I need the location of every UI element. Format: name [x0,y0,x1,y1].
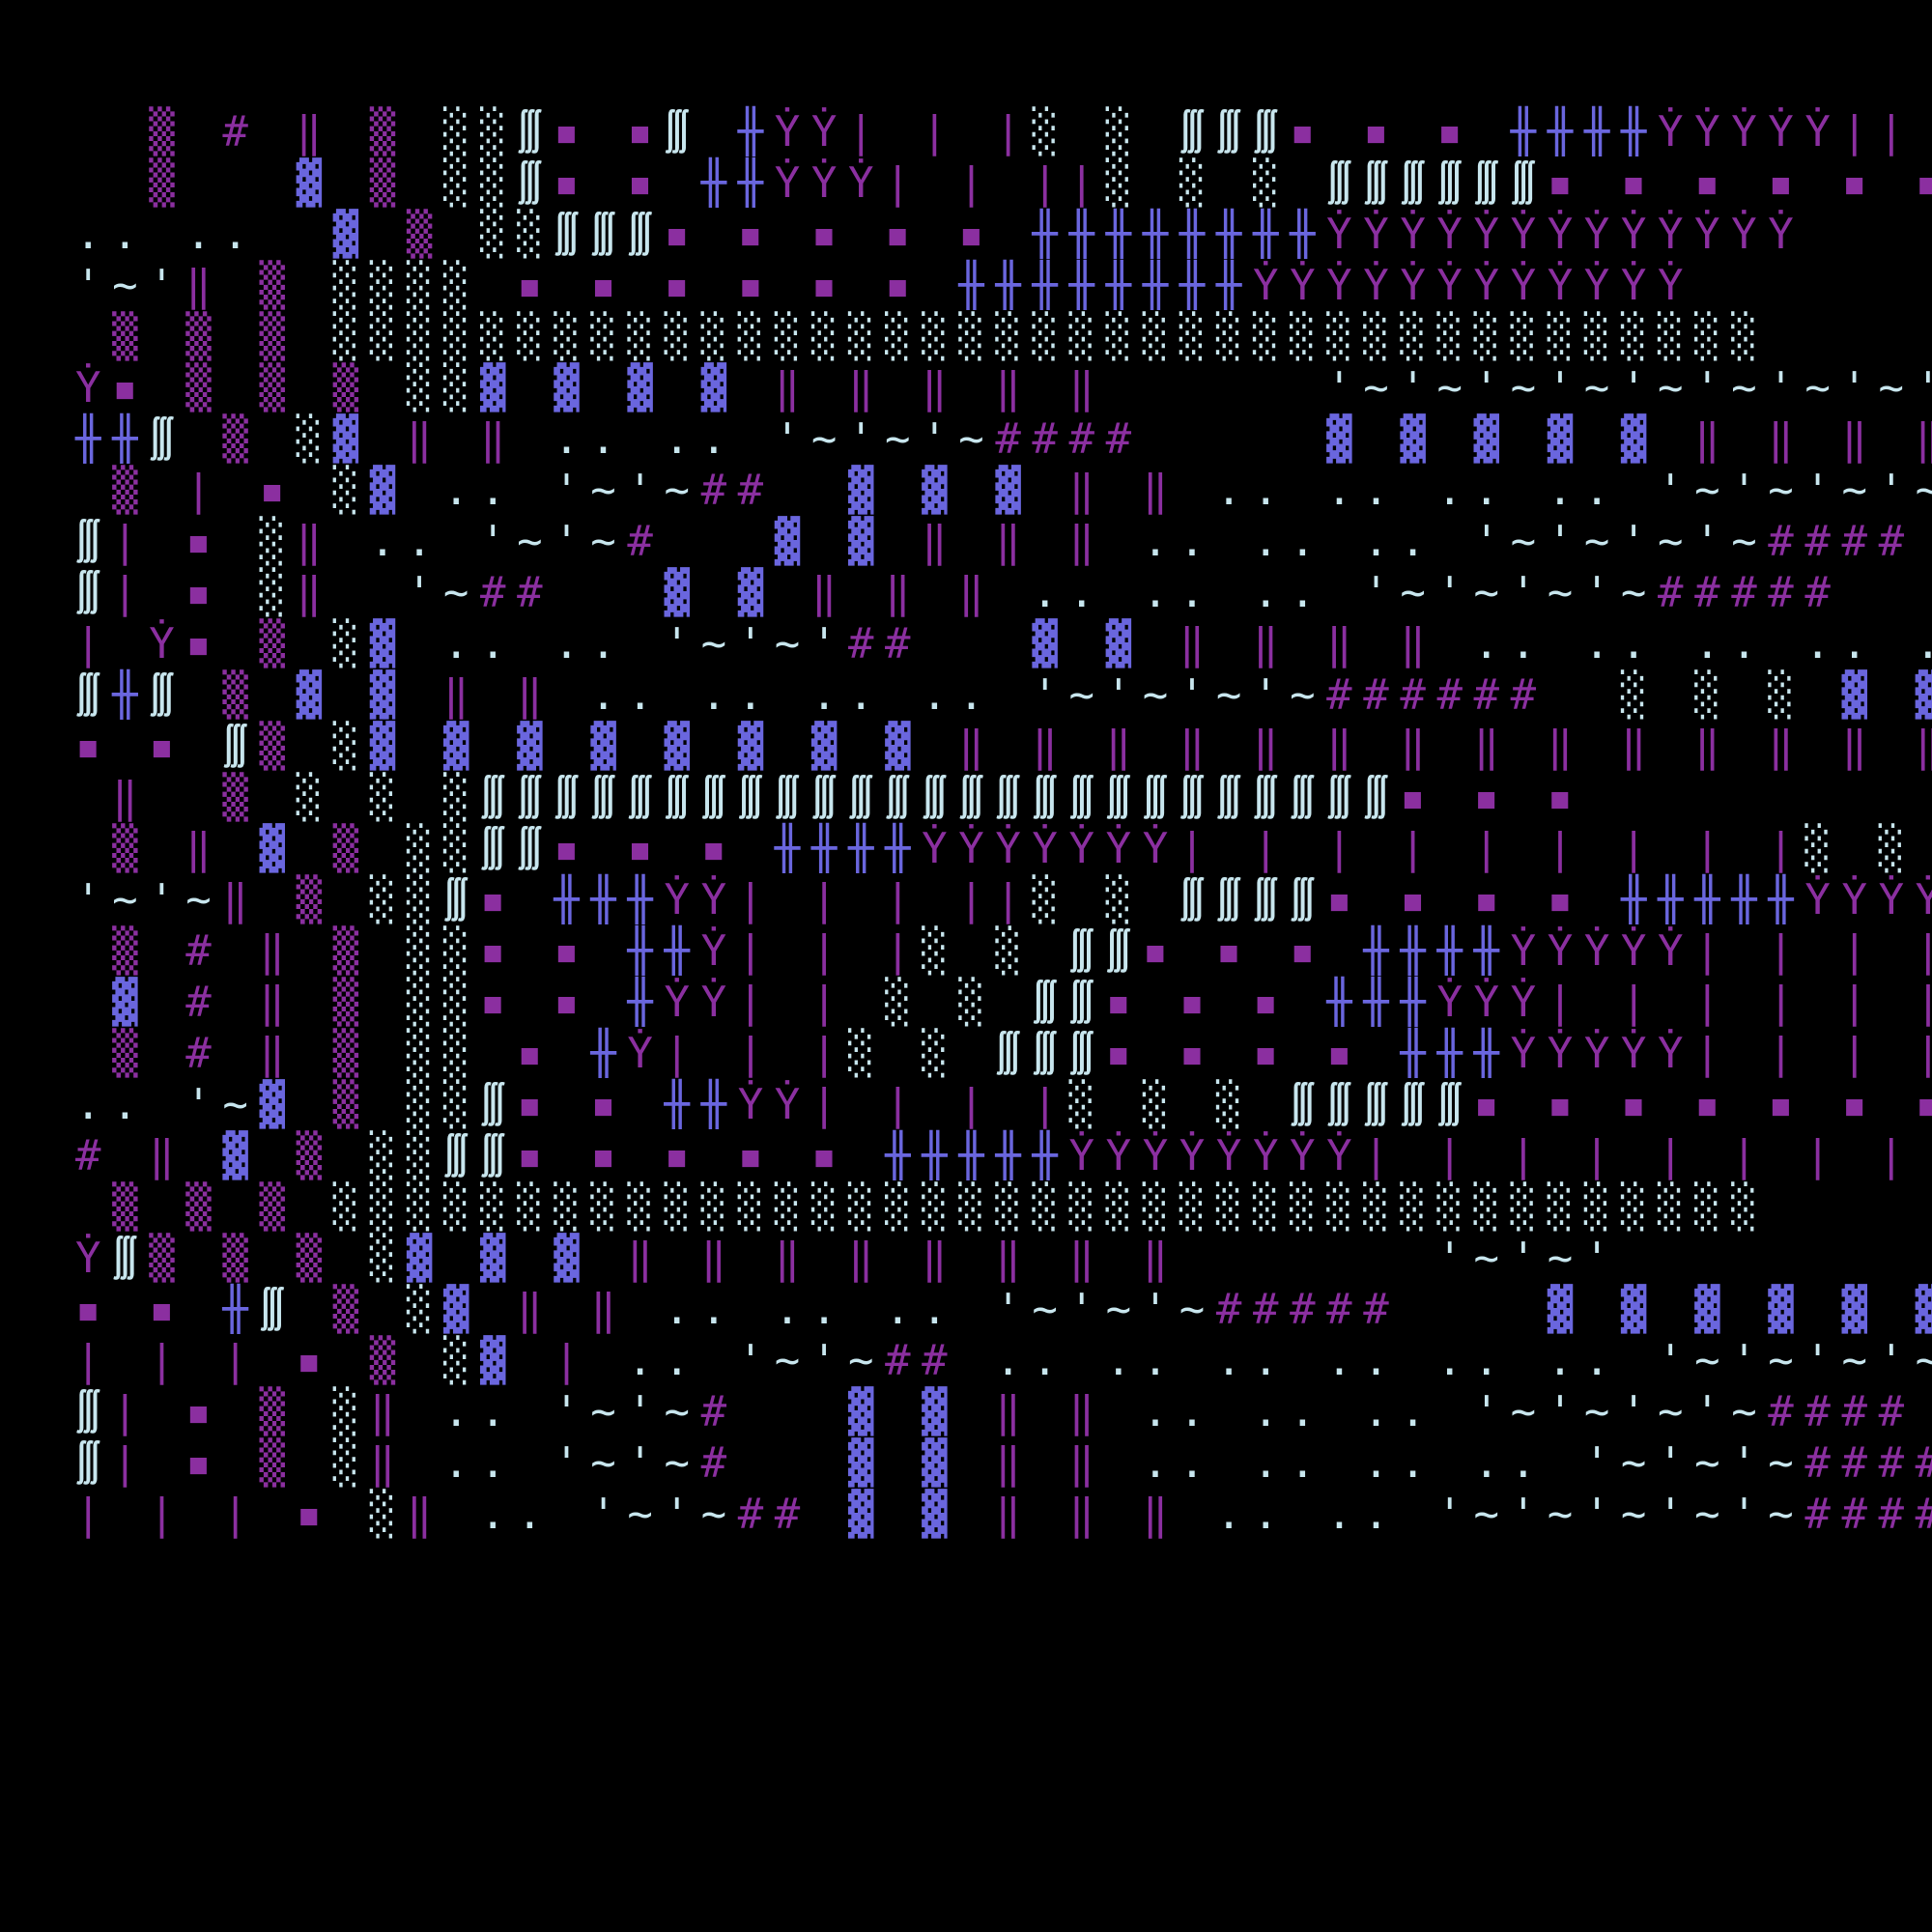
art-row: # ‖ ▓ ▒ ░░∭∭▪ ▪ ▪ ▪ ▪ ╫╫╫╫╫ẎẎẎẎẎẎẎẎ| | |… [75,1131,1916,1180]
art-row: Ẏ∭▒ ▒ ▒ ░▓ ▓ ▓ ‖ ‖ ‖ ‖ ‖ ‖ ‖ ‖ '~'~' [75,1234,1621,1283]
art-row: | Ẏ▪ ▒ ░▓ .. .. '~'~'## ▓ ▓ ‖ ‖ ‖ ‖ .. .… [75,619,1932,668]
art-row: ▒ # ‖ ▒ ░░ ▪ ╫Ẏ| | |░ ░ ∭∭∭▪ ▪ ▪ ▪ ╫╫╫ẎẎ… [112,1029,1932,1078]
art-row: ▒ ▒ ▒ ░░░░░░░░░░░░░░░░░░░░░░░░░░░░░░░░░░… [112,312,1769,361]
art-row: ∭| ▪ ░‖ '~## ▓ ▓ ‖ ‖ ‖ .. .. .. '~'~'~'~… [75,568,1842,617]
art-row: ▒ # ‖ ▒ ░░∭▪ ▪∭ ╫ẎẎ| | |░ ░ ∭∭∭▪ ▪ ▪ ╫╫╫… [149,107,1916,156]
art-row: | | | ▪ ░‖ .. '~'~## ▓ ▓ ‖ ‖ ‖ .. .. '~'… [75,1490,1932,1539]
ascii-art-block: ▒ # ‖ ▒ ░░∭▪ ▪∭ ╫ẎẎ| | |░ ░ ∭∭∭▪ ▪ ▪ ╫╫╫… [75,106,1932,1540]
art-row: ▒ # ‖ ▒ ░░▪ ▪ ╫╫Ẏ| | |░ ░ ∭∭▪ ▪ ▪ ╫╫╫╫ẎẎ… [112,926,1932,976]
art-row: ‖ ▒ ░ ░ ░∭∭∭∭∭∭∭∭∭∭∭∭∭∭∭∭∭∭∭∭∭∭∭∭∭▪ ▪ ▪ [112,773,1584,822]
art-row: | | | ▪ ▒ ░▓ | .. '~'~## .. .. .. .. .. … [75,1336,1932,1385]
art-row: ∭╫∭ ▒ ▓ ▓ ‖ ‖ .. .. .. .. '~'~'~'~######… [75,670,1932,720]
art-row: Ẏ▪ ▒ ▒ ▒ ░░▓ ▓ ▓ ▓ ‖ ‖ ‖ ‖ ‖ '~'~'~'~'~'… [75,363,1932,412]
art-row: ▒ ‖ ▓ ▒ ░░∭∭▪ ▪ ▪ ╫╫╫╫ẎẎẎẎẎẎẎ| | | | | |… [112,824,1916,873]
art-row: ▪ ▪ ╫∭ ▒ ░▓ ‖ ‖ .. .. .. '~'~'~##### ▓ ▓… [75,1285,1932,1334]
art-row: ▪ ▪ ∭▒ ░▓ ▓ ▓ ▓ ▓ ▓ ▓ ▓ ‖ ‖ ‖ ‖ ‖ ‖ ‖ ‖ … [75,722,1932,771]
art-row: .. .. ▓ ▒ ░░∭∭∭▪ ▪ ▪ ▪ ▪ ╫╫╫╫╫╫╫╫ẎẎẎẎẎẎẎ… [75,210,1805,259]
art-row: ▓ # ‖ ▒ ░░▪ ▪ ╫ẎẎ| | ░ ░ ∭∭▪ ▪ ▪ ╫╫╫ẎẎẎ|… [112,978,1932,1027]
art-row: '~'~‖ ▒ ░░∭▪ ╫╫╫ẎẎ| | | ||░ ░ ∭∭∭∭▪ ▪ ▪ … [75,875,1932,924]
art-row: ▒ ▓ ▒ ░░∭▪ ▪ ╫╫ẎẎẎ| | ||░ ░ ░ ∭∭∭∭∭∭▪ ▪ … [149,158,1932,208]
art-row: ▒ ▒ ▒ ░░░░░░░░░░░░░░░░░░░░░░░░░░░░░░░░░░… [112,1182,1769,1232]
art-row: ▒ | ▪ ░▓ .. '~'~## ▓ ▓ ▓ ‖ ‖ .. .. .. ..… [112,466,1932,515]
art-row: '~'‖ ▒ ░░░░ ▪ ▪ ▪ ▪ ▪ ▪ ╫╫╫╫╫╫╫╫ẎẎẎẎẎẎẎẎ… [75,261,1695,310]
art-row: .. '~▓ ▒ ░░∭▪ ▪ ╫╫ẎẎ| | | |░ ░ ░ ∭∭∭∭∭▪ … [75,1080,1932,1129]
art-row: ∭| ▪ ▒ ░‖ .. '~'~# ▓ ▓ ‖ ‖ .. .. .. '~'~… [75,1387,1916,1436]
art-row: ∭| ▪ ░‖ .. '~'~# ▓ ▓ ‖ ‖ ‖ .. .. .. '~'~… [75,517,1916,566]
art-row: ╫╫∭ ▒ ░▓ ‖ ‖ .. .. '~'~'~#### ▓ ▓ ▓ ▓ ▓ … [75,414,1932,464]
art-row: ∭| ▪ ▒ ░‖ .. '~'~# ▓ ▓ ‖ ‖ .. .. .. .. '… [75,1438,1932,1488]
